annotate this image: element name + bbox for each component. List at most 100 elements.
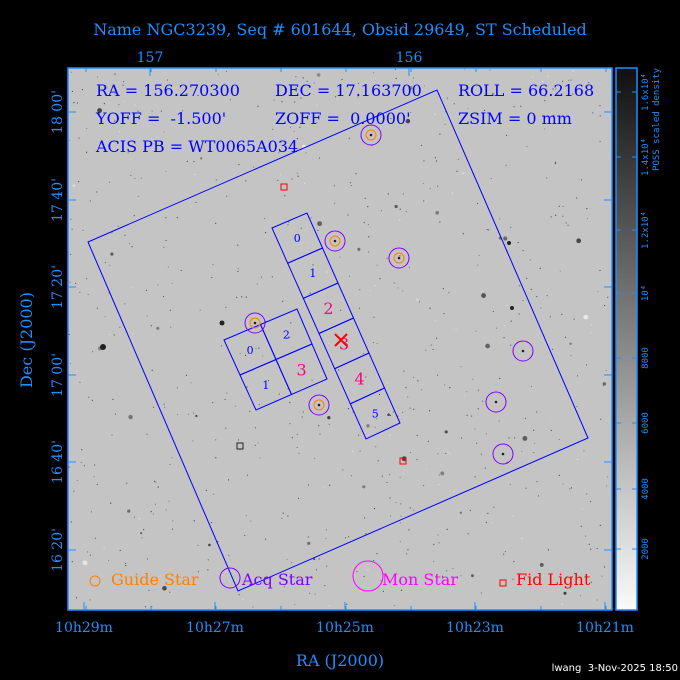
star xyxy=(70,71,72,73)
star xyxy=(559,270,561,272)
star xyxy=(344,537,347,539)
star xyxy=(407,396,409,398)
star xyxy=(239,352,241,355)
star xyxy=(602,384,604,387)
star xyxy=(81,449,83,451)
star xyxy=(225,306,227,308)
star xyxy=(375,446,377,448)
star xyxy=(374,284,376,287)
star xyxy=(510,226,512,228)
star xyxy=(590,88,592,90)
y-axis-label: Dec (J2000) xyxy=(17,292,36,388)
star xyxy=(579,595,581,597)
star xyxy=(480,592,482,594)
star xyxy=(435,160,438,162)
square-marker xyxy=(236,442,244,450)
star xyxy=(281,517,283,519)
star xyxy=(348,137,350,139)
star xyxy=(453,490,455,492)
star xyxy=(537,495,540,497)
star xyxy=(503,236,508,241)
star xyxy=(195,414,198,418)
star xyxy=(435,337,438,339)
star xyxy=(362,352,364,354)
left-tick-2: 17 20' xyxy=(50,265,66,309)
legend-guide: Guide Star xyxy=(111,570,199,589)
star xyxy=(530,385,533,388)
star xyxy=(474,428,476,430)
star xyxy=(389,515,392,517)
star xyxy=(477,389,480,391)
star xyxy=(600,418,602,420)
star xyxy=(493,506,495,508)
star xyxy=(336,98,339,100)
star xyxy=(561,80,564,82)
star xyxy=(71,228,73,230)
star xyxy=(296,172,299,174)
star xyxy=(562,483,564,485)
star xyxy=(120,576,123,578)
info-yoff: YOFF = -1.500' xyxy=(95,109,226,128)
star xyxy=(408,266,410,268)
star xyxy=(299,126,301,128)
star xyxy=(237,439,240,441)
star xyxy=(542,80,544,83)
star xyxy=(290,322,292,324)
star xyxy=(573,318,575,320)
star xyxy=(539,562,544,567)
colorbar xyxy=(615,67,638,611)
star xyxy=(467,107,469,109)
star xyxy=(96,307,98,309)
star xyxy=(481,290,483,292)
star xyxy=(316,122,318,124)
star xyxy=(300,90,303,92)
star xyxy=(227,479,230,481)
star xyxy=(378,112,380,114)
star xyxy=(499,218,501,220)
star xyxy=(96,483,98,486)
star xyxy=(186,160,188,162)
star xyxy=(588,82,590,84)
star xyxy=(477,408,479,410)
colorbar-ticks xyxy=(616,91,637,550)
star xyxy=(160,110,163,112)
star xyxy=(115,114,117,116)
star xyxy=(318,558,320,560)
star xyxy=(291,561,293,564)
star xyxy=(154,503,156,505)
star xyxy=(389,434,391,436)
star xyxy=(282,512,284,514)
star xyxy=(293,130,295,133)
star xyxy=(399,476,401,478)
star xyxy=(226,392,228,394)
star xyxy=(522,299,524,302)
star xyxy=(544,128,546,130)
acis-i-chip-label: 1 xyxy=(262,379,269,392)
star xyxy=(402,290,404,292)
fid-light-marker xyxy=(280,183,288,191)
star xyxy=(134,177,136,180)
star xyxy=(480,453,482,455)
star xyxy=(540,307,542,309)
star xyxy=(464,395,466,397)
star xyxy=(282,300,284,302)
star xyxy=(111,434,113,436)
star xyxy=(401,456,407,462)
star xyxy=(402,473,404,475)
star xyxy=(88,396,90,398)
star xyxy=(73,490,75,492)
star xyxy=(334,202,336,204)
star xyxy=(182,110,184,112)
star xyxy=(576,238,582,244)
star xyxy=(132,332,134,334)
star xyxy=(307,484,310,486)
star xyxy=(605,485,608,487)
star xyxy=(554,163,556,165)
star xyxy=(157,116,159,118)
star xyxy=(131,246,133,248)
star xyxy=(416,434,418,436)
star xyxy=(86,127,88,130)
star xyxy=(474,476,476,478)
star xyxy=(162,585,167,591)
star xyxy=(157,284,159,286)
